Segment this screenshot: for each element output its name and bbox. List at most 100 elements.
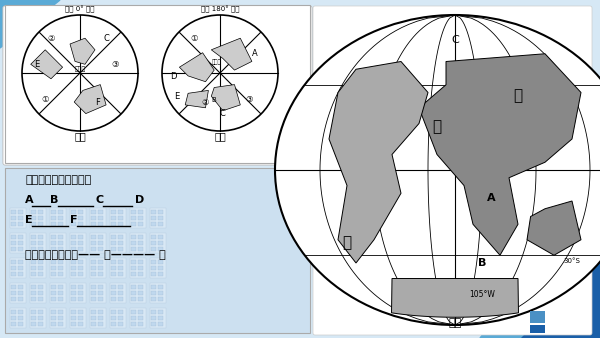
Bar (151, 235, 156, 239)
Text: F: F (95, 98, 100, 107)
FancyBboxPatch shape (3, 6, 312, 165)
Bar (58, 285, 63, 289)
Bar (91, 322, 96, 326)
Bar (131, 316, 136, 320)
Text: ②: ② (47, 34, 55, 43)
Bar (118, 285, 123, 289)
Bar (50, 308, 66, 328)
Text: E: E (34, 60, 39, 69)
Bar (58, 216, 63, 220)
Bar (31, 247, 36, 251)
Bar (130, 233, 146, 253)
Bar (38, 310, 43, 314)
Bar (31, 266, 36, 270)
Bar (158, 272, 163, 276)
Bar (118, 272, 123, 276)
Bar (111, 266, 116, 270)
Bar (18, 241, 23, 245)
Polygon shape (70, 38, 95, 64)
Bar (158, 216, 163, 220)
Bar (30, 258, 46, 278)
Bar (98, 272, 103, 276)
Bar (31, 310, 36, 314)
Bar (111, 291, 116, 295)
Bar (58, 322, 63, 326)
Bar (58, 310, 63, 314)
Text: 乙图: 乙图 (214, 131, 226, 141)
Text: 丙: 丙 (343, 236, 352, 250)
Text: 105°W: 105°W (469, 290, 495, 299)
Bar (118, 310, 123, 314)
Polygon shape (185, 90, 208, 108)
Bar (111, 322, 116, 326)
Polygon shape (74, 84, 106, 114)
FancyBboxPatch shape (3, 6, 312, 165)
Bar (91, 285, 96, 289)
Bar (31, 297, 36, 301)
Text: F: F (70, 215, 77, 225)
Bar (11, 222, 16, 226)
Bar (18, 322, 23, 326)
Bar (131, 291, 136, 295)
Bar (91, 291, 96, 295)
Bar (18, 272, 23, 276)
Bar (51, 272, 56, 276)
Bar (11, 322, 16, 326)
Bar (98, 210, 103, 214)
Text: 甲图: 甲图 (74, 131, 86, 141)
FancyBboxPatch shape (5, 5, 310, 163)
Bar (51, 222, 56, 226)
Text: ①: ① (190, 34, 197, 43)
Bar (71, 266, 76, 270)
Bar (18, 235, 23, 239)
Bar (91, 260, 96, 264)
Bar (98, 216, 103, 220)
Bar (91, 272, 96, 276)
Bar (58, 241, 63, 245)
Bar (151, 247, 156, 251)
Bar (78, 291, 83, 295)
Bar (50, 233, 66, 253)
Bar (98, 297, 103, 301)
Bar (51, 247, 56, 251)
Bar (78, 272, 83, 276)
Bar (118, 216, 123, 220)
Bar (78, 310, 83, 314)
Bar (18, 297, 23, 301)
Bar (130, 308, 146, 328)
Bar (110, 233, 126, 253)
Bar (158, 310, 163, 314)
Bar (31, 216, 36, 220)
Bar (71, 285, 76, 289)
Bar (138, 285, 143, 289)
Bar (158, 266, 163, 270)
Bar (98, 285, 103, 289)
Bar (138, 210, 143, 214)
Bar (70, 283, 86, 303)
Bar (70, 308, 86, 328)
Bar (138, 316, 143, 320)
Bar (530, 311, 545, 323)
Bar (111, 310, 116, 314)
Text: 西经 0° 东经: 西经 0° 东经 (65, 5, 95, 13)
Bar (11, 241, 16, 245)
Bar (31, 241, 36, 245)
Bar (91, 316, 96, 320)
Bar (111, 210, 116, 214)
Bar (58, 297, 63, 301)
Bar (51, 310, 56, 314)
Bar (150, 258, 166, 278)
Bar (30, 308, 46, 328)
Bar (31, 291, 36, 295)
Circle shape (162, 15, 278, 131)
Bar (98, 310, 103, 314)
Bar (158, 297, 163, 301)
Polygon shape (179, 53, 214, 82)
Bar (11, 235, 16, 239)
Bar (118, 322, 123, 326)
Bar (10, 258, 26, 278)
Polygon shape (520, 258, 600, 338)
Bar (118, 235, 123, 239)
Text: ②: ② (202, 98, 209, 107)
Bar (90, 308, 106, 328)
